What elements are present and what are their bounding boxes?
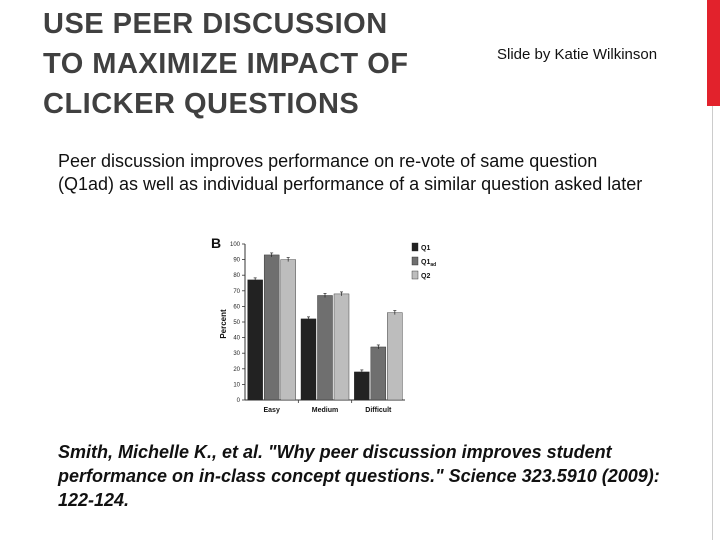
- y-tick-label: 90: [233, 258, 240, 264]
- bar-q2-easy: [280, 259, 296, 401]
- bar-q1ad-medium: [317, 295, 333, 401]
- right-divider: [712, 106, 713, 540]
- body-text: Peer discussion improves performance on …: [58, 151, 643, 194]
- y-tick-label: 60: [233, 304, 240, 310]
- legend-swatch-q1ad: [411, 256, 419, 266]
- bar-q1-easy: [247, 279, 263, 401]
- citation: Smith, Michelle K., et al. "Why peer dis…: [58, 442, 660, 510]
- y-tick-label: 10: [233, 382, 240, 388]
- y-tick-label: 100: [230, 242, 241, 248]
- bar-q2-medium: [333, 293, 350, 401]
- legend-swatch-q1: [411, 242, 419, 252]
- y-tick-label: 20: [233, 367, 240, 373]
- bar-q1-medium: [300, 318, 317, 401]
- y-tick-label: 40: [233, 336, 240, 342]
- y-tick-label: 50: [233, 320, 240, 326]
- y-tick-label: 70: [233, 289, 240, 295]
- y-axis-label: Percent: [219, 309, 228, 339]
- x-tick-label: Difficult: [365, 407, 392, 414]
- bar-q1-difficult: [354, 371, 370, 401]
- legend-swatch-q2: [411, 270, 419, 280]
- bar-q1ad-easy: [263, 254, 280, 401]
- legend-label: Q2: [421, 273, 430, 280]
- y-tick-label: 0: [237, 398, 241, 404]
- x-tick-label: Easy: [263, 407, 279, 414]
- slide-title: USE PEER DISCUSSION TO MAXIMIZE IMPACT O…: [43, 8, 409, 120]
- bar-q1ad-difficult: [370, 346, 387, 401]
- bar-q2-difficult: [387, 312, 403, 401]
- accent-bar: [707, 0, 720, 106]
- legend-label: Q1: [421, 245, 430, 252]
- bar-chart: B Percent 0 10 20 30 40 50 60 70 80 90 100 Easy Medi…: [211, 235, 436, 414]
- chart-plot-area: 0 10 20 30 40 50 60 70 80 90 100 Easy Medium Difficul…: [230, 242, 436, 414]
- y-tick-label: 80: [233, 273, 240, 279]
- legend-label: Q1ad: [421, 259, 436, 268]
- x-tick-label: Medium: [312, 407, 338, 414]
- chart-panel-label: B: [211, 235, 221, 251]
- y-tick-label: 30: [233, 351, 240, 357]
- slide-credit: Slide by Katie Wilkinson: [497, 46, 658, 63]
